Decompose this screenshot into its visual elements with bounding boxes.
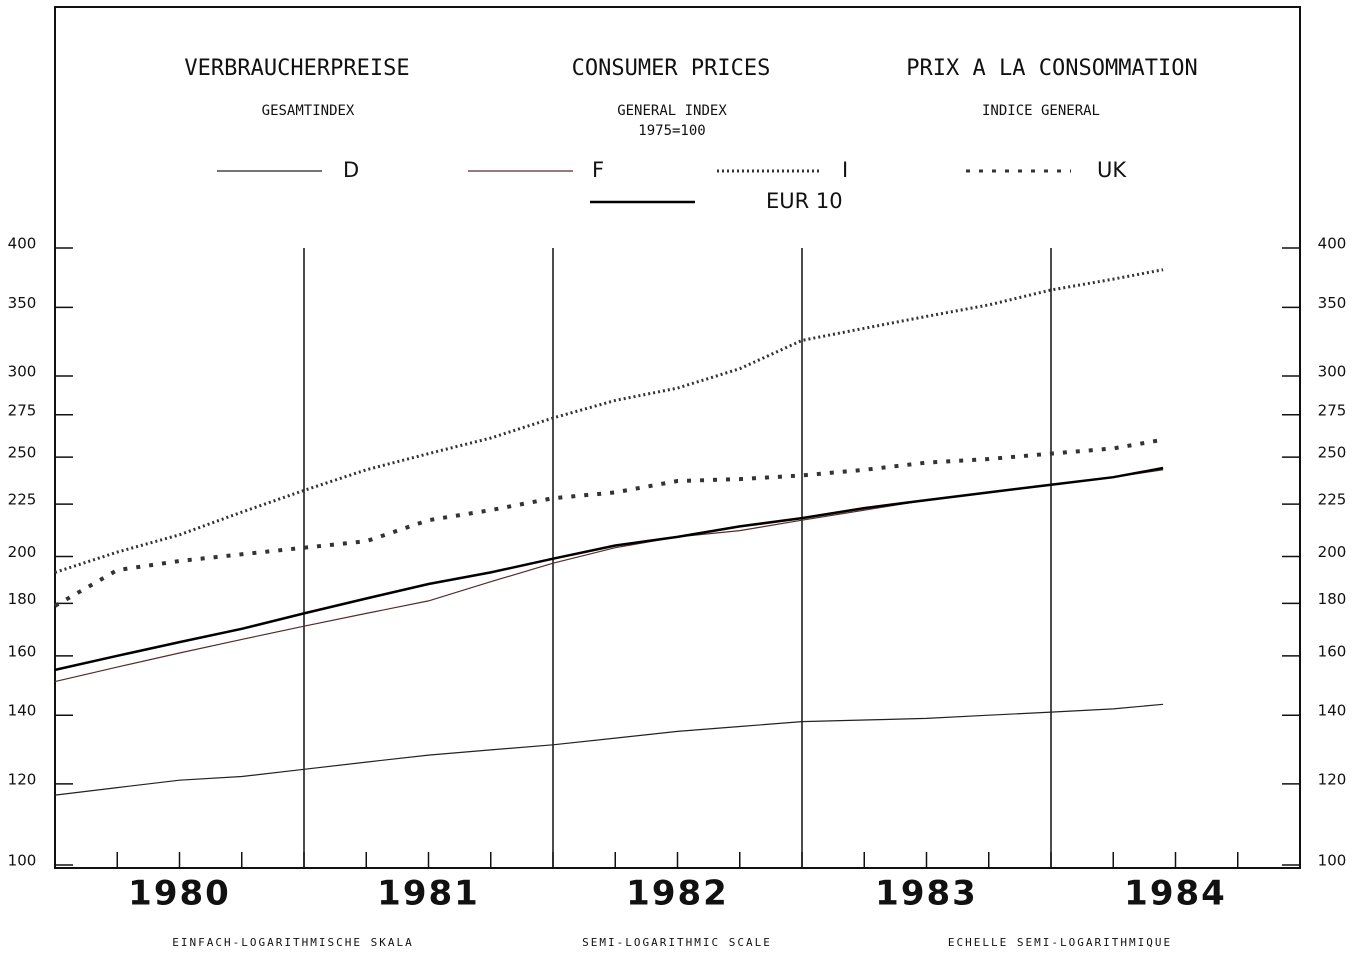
series-line xyxy=(54,437,1164,608)
legend-label: EUR 10 xyxy=(766,189,843,213)
legend-label: I xyxy=(842,158,848,182)
title-de: VERBRAUCHERPREISE xyxy=(184,56,409,81)
base-note: 1975=100 xyxy=(638,123,705,139)
y-tick-label-left: 250 xyxy=(8,444,37,462)
y-tick-label-right: 300 xyxy=(1318,363,1347,381)
y-tick-label-left: 275 xyxy=(8,401,37,419)
y-tick-label-left: 300 xyxy=(8,363,37,381)
year-label: 1981 xyxy=(377,874,480,914)
footer-en: SEMI-LOGARITHMIC SCALE xyxy=(582,936,772,949)
series-line xyxy=(54,469,1164,683)
legend-label: F xyxy=(592,158,604,182)
legend-label: UK xyxy=(1097,158,1127,182)
year-label: 1983 xyxy=(875,874,978,914)
subtitle-de: GESAMTINDEX xyxy=(262,103,355,119)
y-tick-label-left: 200 xyxy=(8,543,37,561)
y-tick-label-left: 120 xyxy=(8,770,37,788)
footer-fr: ECHELLE SEMI-LOGARITHMIQUE xyxy=(948,936,1172,949)
y-tick-label-left: 100 xyxy=(8,852,37,870)
y-tick-label-right: 160 xyxy=(1318,642,1347,660)
y-tick-label-right: 225 xyxy=(1318,491,1347,509)
y-tick-label-right: 275 xyxy=(1318,401,1347,419)
y-tick-label-left: 160 xyxy=(8,642,37,660)
subtitle-fr: INDICE GENERAL xyxy=(982,103,1100,119)
y-tick-label-left: 140 xyxy=(8,702,37,720)
y-tick-label-left: 180 xyxy=(8,590,37,608)
legend-label: D xyxy=(343,158,359,182)
y-tick-label-right: 100 xyxy=(1318,852,1347,870)
year-label: 1982 xyxy=(626,874,729,914)
year-label: 1980 xyxy=(128,874,231,914)
y-tick-label-right: 200 xyxy=(1318,543,1347,561)
y-tick-label-right: 180 xyxy=(1318,590,1347,608)
y-tick-label-left: 400 xyxy=(8,235,37,253)
subtitle-en: GENERAL INDEX xyxy=(617,103,727,119)
series-line xyxy=(54,466,1164,672)
y-tick-label-right: 120 xyxy=(1318,770,1347,788)
title-en: CONSUMER PRICES xyxy=(572,56,771,81)
series-line xyxy=(54,703,1164,796)
y-tick-label-right: 140 xyxy=(1318,702,1347,720)
year-label: 1984 xyxy=(1124,874,1227,914)
series-line xyxy=(54,268,1164,574)
y-tick-label-right: 250 xyxy=(1318,444,1347,462)
y-tick-label-right: 400 xyxy=(1318,235,1347,253)
y-tick-label-left: 350 xyxy=(8,294,37,312)
y-tick-label-right: 350 xyxy=(1318,294,1347,312)
footer-de: EINFACH-LOGARITHMISCHE SKALA xyxy=(172,936,413,949)
title-fr: PRIX A LA CONSOMMATION xyxy=(906,56,1197,81)
y-tick-label-left: 225 xyxy=(8,491,37,509)
